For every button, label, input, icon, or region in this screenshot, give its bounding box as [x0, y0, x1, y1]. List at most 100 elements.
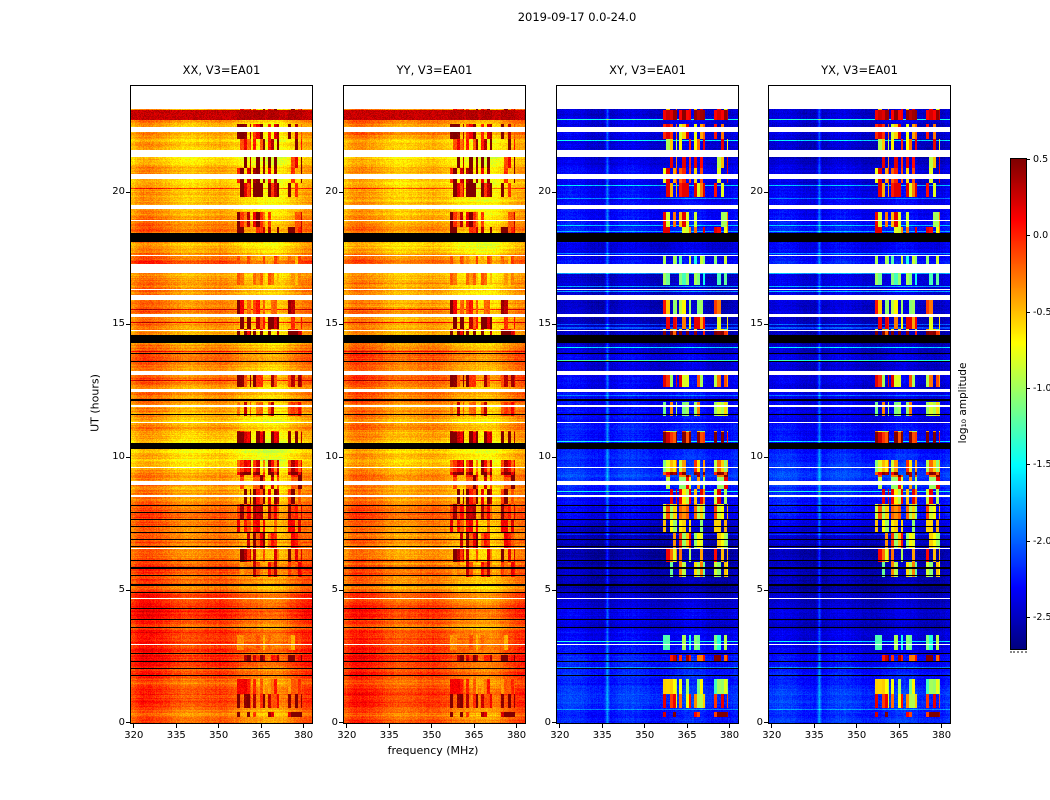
- x-tick: [218, 724, 220, 728]
- colorbar-tick: [1026, 311, 1030, 313]
- x-tick: [686, 724, 688, 728]
- y-tick-label: 20: [538, 185, 551, 197]
- x-tick-label: 320: [124, 730, 144, 741]
- y-tick: [552, 324, 557, 326]
- x-tick-label: 365: [677, 730, 697, 741]
- panel-xy: XY, V3=EA01 320 335 350 365 380 0 5 10 15 20: [538, 63, 739, 741]
- x-tick: [813, 724, 815, 728]
- y-tick: [339, 721, 344, 723]
- y-tick: [552, 191, 557, 193]
- colorbar: [1010, 158, 1027, 650]
- y-tick: [339, 589, 344, 591]
- y-tick-label: 10: [538, 451, 551, 463]
- y-tick: [764, 191, 769, 193]
- x-tick: [303, 724, 305, 728]
- x-tick: [856, 724, 858, 728]
- y-tick: [764, 324, 769, 326]
- colorbar-tick: [1026, 235, 1030, 237]
- y-tick: [126, 191, 131, 193]
- y-tick: [764, 721, 769, 723]
- heatmap-xx: [131, 86, 312, 723]
- x-tick: [941, 724, 943, 728]
- x-tick-label: 350: [422, 730, 442, 741]
- x-tick: [260, 724, 262, 728]
- panel-title-xx: XX, V3=EA01: [182, 63, 261, 77]
- y-tick-label: 0: [331, 716, 338, 728]
- colorbar-tick-label: -2.0: [1033, 535, 1050, 547]
- panel-title-yx: YX, V3=EA01: [821, 63, 898, 77]
- colorbar-tick: [1026, 464, 1030, 466]
- colorbar-tick-label: -2.5: [1033, 611, 1050, 623]
- y-tick: [339, 457, 344, 459]
- x-tick-label: 335: [166, 730, 186, 741]
- colorbar-tick: [1026, 387, 1030, 389]
- x-tick: [431, 724, 433, 728]
- x-tick-label: 380: [931, 730, 952, 741]
- heatmap-xy: [557, 86, 738, 723]
- panel-title-yy: YY, V3=EA01: [396, 63, 473, 77]
- x-tick-label: 320: [550, 730, 570, 741]
- y-tick-label: 15: [538, 318, 551, 330]
- y-tick: [339, 191, 344, 193]
- x-tick-label: 380: [506, 730, 527, 741]
- x-tick: [388, 724, 390, 728]
- x-tick: [644, 724, 646, 728]
- x-tick-label: 335: [804, 730, 824, 741]
- y-tick-label: 15: [112, 318, 125, 330]
- colorbar-label: log₁₀ amplitude: [957, 362, 969, 444]
- y-tick-label: 15: [325, 318, 338, 330]
- x-tick-label: 365: [251, 730, 271, 741]
- y-tick: [126, 457, 131, 459]
- y-tick: [126, 324, 131, 326]
- x-tick-label: 350: [635, 730, 655, 741]
- figure-title: 2019-09-17 0.0-24.0: [517, 10, 637, 24]
- x-tick: [729, 724, 731, 728]
- y-tick-label: 5: [756, 583, 763, 595]
- y-tick-label: 20: [325, 185, 338, 197]
- panel-yx: YX, V3=EA01 320 335 350 365 380 0 5 10 15 20: [750, 63, 951, 741]
- colorbar-tick-label: -0.5: [1033, 306, 1050, 318]
- panel-title-xy: XY, V3=EA01: [609, 63, 686, 77]
- y-tick-label: 20: [112, 185, 125, 197]
- x-tick: [175, 724, 177, 728]
- y-tick-label: 0: [756, 716, 763, 728]
- y-tick: [339, 324, 344, 326]
- y-tick: [764, 457, 769, 459]
- y-tick: [126, 589, 131, 591]
- colorbar-tick-label: -1.0: [1033, 382, 1050, 394]
- x-tick-label: 320: [762, 730, 782, 741]
- x-tick: [898, 724, 900, 728]
- x-tick: [516, 724, 518, 728]
- x-tick-label: 365: [889, 730, 909, 741]
- y-tick: [552, 457, 557, 459]
- y-tick-label: 0: [118, 716, 125, 728]
- x-tick: [473, 724, 475, 728]
- heatmap-yy: [344, 86, 525, 723]
- y-tick-label: 10: [325, 451, 338, 463]
- colorbar-tick-label: -1.5: [1033, 459, 1050, 471]
- x-tick-label: 350: [847, 730, 867, 741]
- y-tick: [552, 721, 557, 723]
- colorbar-tick: [1026, 540, 1030, 542]
- x-axis-label: frequency (MHz): [387, 744, 479, 757]
- y-tick-label: 20: [750, 185, 763, 197]
- y-tick: [764, 589, 769, 591]
- y-tick-label: 10: [112, 451, 125, 463]
- y-tick-label: 0: [544, 716, 551, 728]
- x-tick-label: 365: [464, 730, 484, 741]
- y-tick-label: 5: [118, 583, 125, 595]
- x-tick-label: 320: [337, 730, 357, 741]
- colorbar-gradient: [1011, 159, 1026, 649]
- colorbar-tick-label: 0.5: [1033, 154, 1049, 166]
- colorbar-tick-label: 0.0: [1033, 230, 1049, 242]
- y-tick: [552, 589, 557, 591]
- x-tick: [346, 724, 348, 728]
- panel-yy: YY, V3=EA01 320 335 350 365 380 0 5 10 15 20: [325, 63, 526, 741]
- x-tick: [601, 724, 603, 728]
- y-tick: [126, 721, 131, 723]
- panel-xx: XX, V3=EA01 320 335 350 365 380 0 5 10 15 20: [112, 63, 313, 741]
- y-tick-label: 5: [331, 583, 338, 595]
- y-tick-label: 5: [544, 583, 551, 595]
- y-tick-label: 15: [750, 318, 763, 330]
